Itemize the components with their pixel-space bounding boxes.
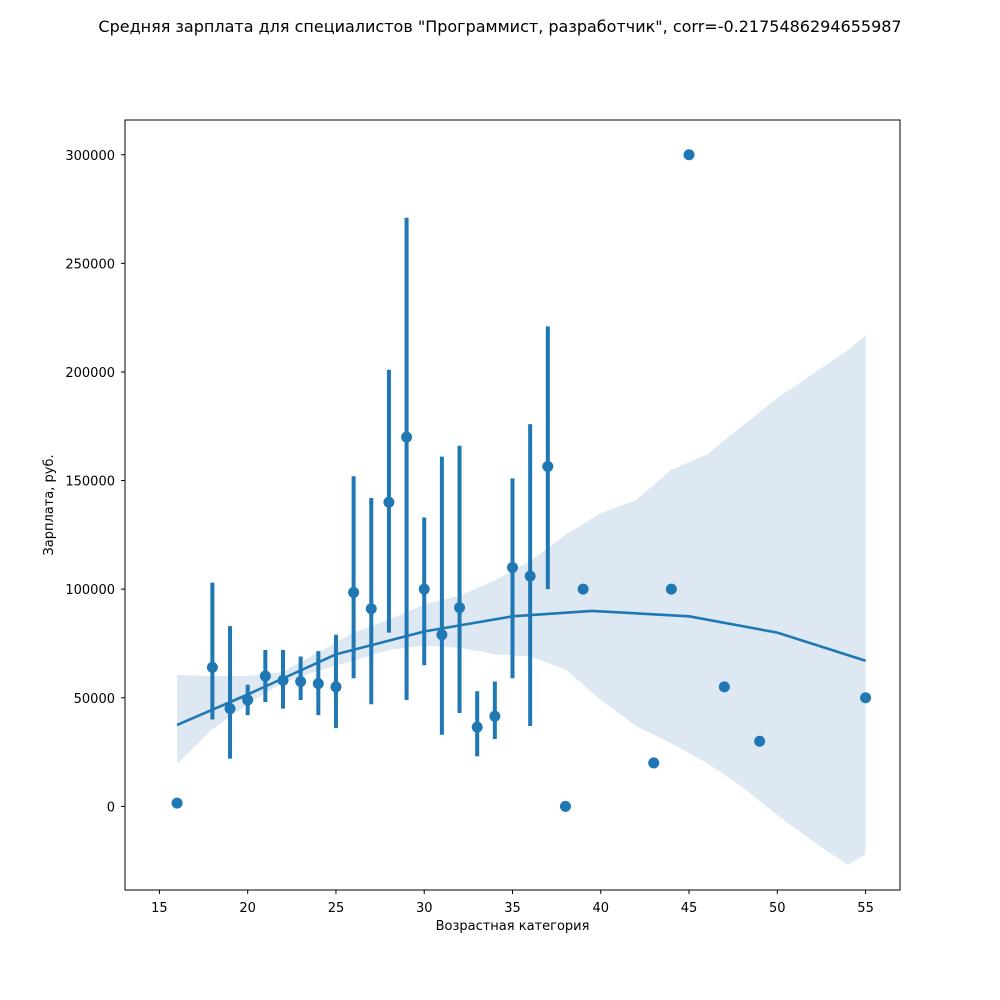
chart-title: Средняя зарплата для специалистов "Прогр… — [98, 17, 902, 36]
data-point — [401, 431, 413, 443]
y-tick-label: 300000 — [65, 149, 115, 164]
data-point — [648, 757, 660, 769]
points-layer — [171, 149, 872, 812]
y-tick-label: 200000 — [65, 366, 115, 381]
data-point — [577, 583, 589, 595]
axes-layer: 15 20 25 30 35 40 45 50 55 0 50000 100000 150000 2000… — [65, 119, 901, 916]
x-tick-label: 15 — [151, 901, 168, 916]
y-axis-label: Зарплата, руб. — [42, 454, 57, 555]
data-point — [312, 678, 324, 690]
x-tick-label: 40 — [592, 901, 609, 916]
data-point — [454, 602, 466, 614]
data-point — [489, 710, 501, 722]
data-point — [436, 629, 448, 641]
data-point — [383, 496, 395, 508]
x-tick-label: 30 — [416, 901, 433, 916]
data-point — [365, 603, 377, 615]
data-point — [171, 797, 183, 809]
data-point — [665, 583, 677, 595]
x-tick-label: 35 — [504, 901, 521, 916]
data-point — [542, 460, 554, 472]
data-point — [418, 583, 430, 595]
data-point — [524, 570, 536, 582]
data-point — [860, 692, 872, 704]
data-point — [507, 561, 518, 573]
y-tick-label: 100000 — [65, 583, 115, 598]
confidence-band — [177, 335, 866, 865]
data-point — [206, 661, 218, 673]
data-point — [330, 681, 342, 693]
x-tick-label: 55 — [857, 901, 874, 916]
data-point — [277, 674, 289, 686]
x-tick-label: 50 — [769, 901, 786, 916]
data-point — [295, 675, 307, 687]
x-axis-label: Возрастная категория — [436, 919, 590, 934]
confidence-band-layer — [177, 335, 866, 865]
data-point — [718, 681, 730, 693]
data-point — [259, 670, 271, 682]
data-point — [559, 800, 571, 812]
y-tick-label: 250000 — [65, 257, 115, 272]
data-point — [683, 149, 695, 161]
y-tick-label: 150000 — [65, 475, 115, 490]
data-point — [348, 586, 360, 598]
y-tick-label: 0 — [107, 800, 115, 815]
data-point — [471, 721, 483, 733]
x-tick-label: 20 — [239, 901, 256, 916]
data-point — [242, 694, 254, 706]
y-tick-label: 50000 — [74, 692, 115, 707]
data-point — [754, 735, 766, 747]
data-point — [224, 703, 236, 715]
x-tick-label: 45 — [681, 901, 698, 916]
x-tick-label: 25 — [328, 901, 345, 916]
